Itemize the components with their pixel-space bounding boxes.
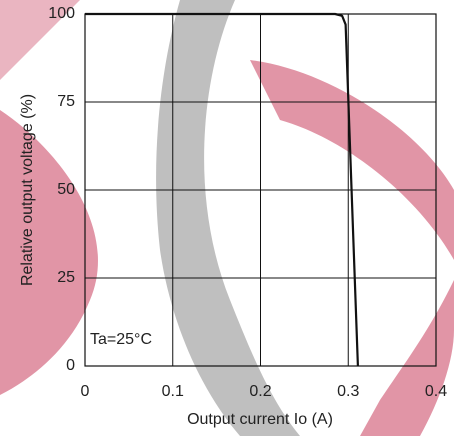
y-tick-label: 75 [57, 93, 75, 110]
annotation: Ta=25°C [90, 331, 152, 348]
x-tick-label: 0.4 [425, 383, 447, 400]
x-tick-label: 0 [81, 383, 90, 400]
y-axis-label: Relative output voltage (%) [19, 94, 36, 286]
x-tick-label: 0.1 [162, 383, 184, 400]
y-tick-label: 0 [66, 357, 75, 374]
y-tick-label: 50 [57, 181, 75, 198]
y-tick-label: 25 [57, 269, 75, 286]
x-axis-label: Output current Io (A) [187, 411, 333, 428]
x-tick-label: 0.2 [249, 383, 271, 400]
x-tick-label: 0.3 [337, 383, 359, 400]
y-tick-label: 100 [48, 5, 75, 22]
data-line [85, 12, 360, 367]
